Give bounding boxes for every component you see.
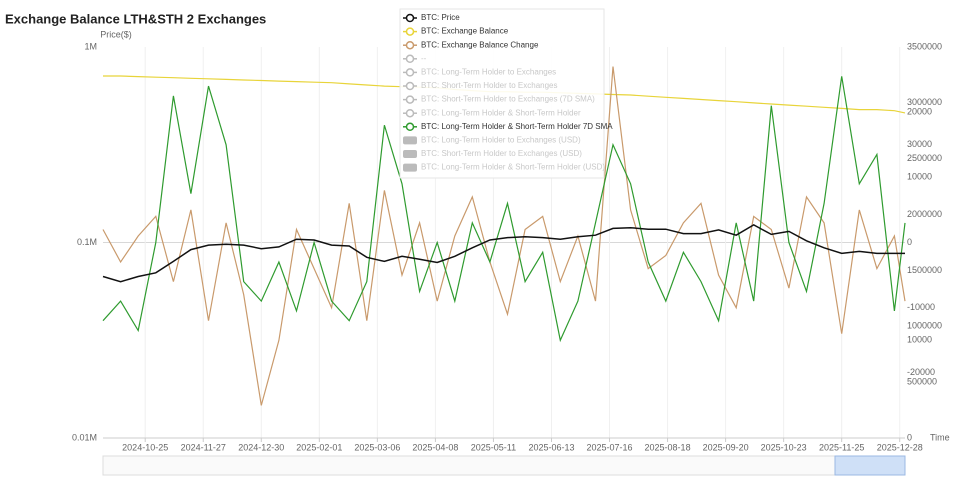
y3-tick-label: -20000 xyxy=(907,367,935,377)
zoom-slider[interactable] xyxy=(102,455,906,476)
y2-tick-label: 1000000 xyxy=(907,321,942,331)
y-tick-label: 0.1M xyxy=(77,237,97,247)
x-axis-label: Time xyxy=(930,432,950,442)
y3-tick-label: -10000 xyxy=(907,302,935,312)
x-tick-label: 2025-06-13 xyxy=(528,442,574,452)
legend-label[interactable]: BTC: Long-Term Holder to Exchanges (USD) xyxy=(421,136,581,145)
legend-marker[interactable] xyxy=(403,136,417,145)
legend-marker[interactable] xyxy=(405,54,415,64)
y3-tick-label: 10000 xyxy=(907,172,932,182)
legend-items: BTC: Price BTC: Exchange Balance BTC: Exch… xyxy=(403,13,613,172)
legend-marker[interactable] xyxy=(403,163,417,172)
y2-tick-label: 2500000 xyxy=(907,153,942,163)
series-line xyxy=(102,76,906,343)
y4-tick-label: 30000 xyxy=(907,139,932,149)
legend-label[interactable]: BTC: Price xyxy=(421,13,460,22)
x-tick-label: 2024-10-25 xyxy=(122,442,168,452)
legend-marker[interactable] xyxy=(405,40,415,50)
x-tick-label: 2025-12-28 xyxy=(877,442,923,452)
legend-label[interactable]: BTC: Short-Term Holder to Exchanges (7D … xyxy=(421,95,595,104)
y2-tick-label: 3500000 xyxy=(907,41,942,51)
legend-marker[interactable] xyxy=(403,150,417,158)
x-tick-label: 2025-04-08 xyxy=(412,442,458,452)
series-line xyxy=(102,224,905,283)
legend-label[interactable]: BTC: Long-Term Holder & Short-Term Holde… xyxy=(421,122,613,131)
x-tick-label: 2025-09-20 xyxy=(703,442,749,452)
y2-tick-label: 1500000 xyxy=(907,265,942,275)
y-axis-label: Price($) xyxy=(100,29,132,39)
legend-label[interactable]: BTC: Exchange Balance Change xyxy=(421,40,539,49)
legend-marker[interactable] xyxy=(405,13,415,23)
x-tick-label: 2025-10-23 xyxy=(761,442,807,452)
legend-marker[interactable] xyxy=(405,108,415,118)
x-tick-label: 2024-12-30 xyxy=(238,442,284,452)
x-tick-label: 2025-05-11 xyxy=(471,442,516,452)
x-tick-label: 2024-11-27 xyxy=(181,442,226,452)
legend-label[interactable]: BTC: Long-Term Holder & Short-Term Holde… xyxy=(421,108,581,117)
y2-tick-label: 500000 xyxy=(907,377,937,387)
y2-tick-label: 3000000 xyxy=(907,97,942,107)
chart-title: Exchange Balance LTH&STH 2 Exchanges xyxy=(5,11,266,26)
x-tick-label: 2025-02-01 xyxy=(296,442,342,452)
legend-marker[interactable] xyxy=(405,122,415,132)
y-tick-label: 1M xyxy=(84,41,97,51)
y-tick-label: 0.01M xyxy=(72,432,97,442)
legend-label[interactable]: BTC: Short-Term Holder to Exchanges xyxy=(421,81,558,90)
y2-tick-label: 0 xyxy=(907,432,912,442)
legend xyxy=(399,8,605,179)
legend-marker[interactable] xyxy=(405,95,415,104)
legend-label[interactable]: BTC: Short-Term Holder to Exchanges (USD… xyxy=(421,149,582,158)
legend-label[interactable]: BTC: Long-Term Holder to Exchanges xyxy=(421,68,556,77)
legend-marker[interactable] xyxy=(405,27,415,36)
y2-tick-label: 2000000 xyxy=(907,209,942,219)
x-tick-label: 2025-03-06 xyxy=(354,442,400,452)
slider-window[interactable] xyxy=(834,455,906,476)
x-tick-label: 2025-07-16 xyxy=(587,442,633,452)
legend-marker[interactable] xyxy=(405,68,415,77)
legend-marker[interactable] xyxy=(405,81,415,91)
legend-label[interactable]: BTC: Long-Term Holder & Short-Term Holde… xyxy=(421,163,605,172)
x-tick-label: 2025-08-18 xyxy=(645,442,691,452)
x-tick-label: 2025-11-25 xyxy=(819,442,864,452)
legend-label[interactable]: -- xyxy=(421,54,427,63)
y3-tick-label: 20000 xyxy=(907,107,932,117)
legend-label[interactable]: BTC: Exchange Balance xyxy=(421,27,509,36)
series-line xyxy=(102,66,906,406)
y3-tick-label: 0 xyxy=(907,237,912,247)
slider-track[interactable] xyxy=(102,455,906,476)
y4-tick-label: 10000 xyxy=(907,335,932,345)
